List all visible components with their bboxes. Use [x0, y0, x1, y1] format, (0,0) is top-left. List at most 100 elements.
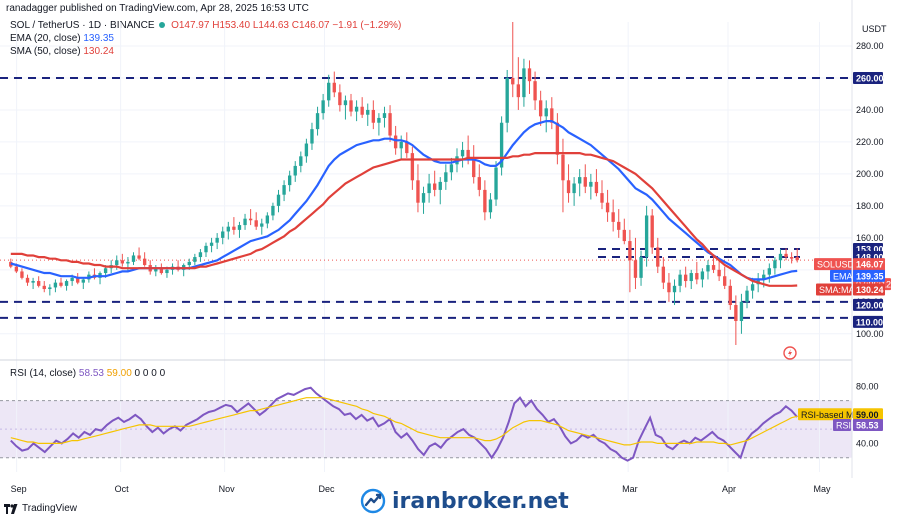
tag-ema-value: 139.35 — [856, 271, 884, 281]
candle-body — [550, 108, 554, 123]
candle-body — [672, 285, 677, 293]
rsi-ma-legend-value: 59.00 — [106, 368, 132, 379]
candle-body — [750, 284, 755, 291]
candle-body — [433, 183, 437, 190]
candle-body — [555, 122, 560, 155]
candle-body — [142, 258, 147, 266]
candle-body — [198, 252, 203, 258]
candle-body — [193, 257, 197, 262]
axis-layer: 100.00120.00140.00160.00180.00200.00220.… — [11, 41, 884, 494]
candle-body — [789, 257, 794, 259]
candle-body — [304, 143, 309, 157]
tag-rsi-ma-value-bg — [853, 408, 883, 421]
candle-body — [661, 266, 666, 283]
watermark-logo-icon — [360, 488, 386, 514]
candle-body — [343, 100, 348, 106]
ohlc-change: −1.91 (−1.29%) — [332, 20, 402, 31]
rsi-ma-line — [10, 397, 798, 446]
watermark: iranbroker.net — [360, 488, 569, 514]
candle-body — [410, 153, 415, 181]
tag-sma-value-bg — [853, 283, 885, 296]
candle-body — [360, 106, 364, 115]
candle-body — [527, 68, 532, 82]
candle-body — [154, 268, 158, 272]
candle-body — [773, 260, 777, 269]
candle-body — [767, 268, 771, 275]
candle-body — [131, 255, 136, 262]
time-tick-label: Mar — [622, 484, 638, 494]
tag-rsi-ma-name-bg — [798, 408, 852, 421]
candle-body — [388, 113, 392, 136]
candle-body — [572, 183, 576, 194]
time-tick-label: Oct — [115, 484, 130, 494]
rsi-legend[interactable]: RSI (14, close) 58.53 59.00 0 0 0 0 — [10, 368, 165, 379]
tag-layer: 260.00153.00148.00SOLUSDT146.07-0.48%07:… — [798, 71, 891, 431]
candle-body — [299, 156, 303, 166]
candle-body — [745, 290, 749, 302]
candle-body — [605, 202, 610, 213]
tag-260: 260.00 — [856, 73, 884, 83]
rsi-layer — [10, 386, 798, 462]
candle-body — [589, 181, 593, 187]
candle-body — [53, 282, 58, 288]
candle-body — [271, 205, 275, 216]
candle-body — [187, 261, 191, 266]
watermark-label: iranbroker.net — [392, 488, 569, 514]
sma-legend[interactable]: SMA (50, close) 130.24 — [10, 46, 114, 57]
candle-body — [287, 175, 292, 186]
tag-110: 110.00 — [856, 317, 883, 327]
candle-body — [611, 212, 615, 222]
candle-body — [25, 277, 30, 283]
candle-body — [310, 129, 314, 144]
ema-legend[interactable]: EMA (20, close) 139.35 — [10, 33, 114, 44]
candle-body — [723, 276, 727, 286]
candle-body — [762, 274, 766, 280]
candle-body — [14, 266, 19, 272]
symbol-legend[interactable]: SOL / TetherUS · 1D · BINANCE O147.97 H1… — [10, 20, 401, 31]
ohlc-low: L144.63 — [252, 20, 289, 31]
candle-body — [499, 122, 504, 168]
candle-body — [449, 164, 454, 173]
candle-body — [31, 281, 35, 283]
candle-body — [706, 265, 710, 272]
candle-body — [338, 92, 342, 106]
candle-body — [622, 229, 626, 242]
candle-body — [103, 268, 108, 274]
price-tick-label: 200.00 — [856, 169, 884, 179]
currency-label: USDT — [862, 24, 887, 34]
tag-last-price-bg — [853, 258, 885, 271]
candle-body — [366, 109, 370, 115]
candle-body — [700, 271, 705, 280]
footer-brand[interactable]: TradingView — [4, 503, 77, 514]
tag-sma-value: 130.24 — [856, 285, 884, 295]
candle-body — [221, 231, 225, 238]
level-layer — [0, 76, 852, 319]
candle-body — [516, 84, 521, 98]
tradingview-logo-icon — [4, 503, 18, 514]
tag-rsi-ma-name: RSI-based MA — [801, 410, 860, 420]
tag-last-price: 146.07 — [856, 260, 884, 270]
candle-body — [321, 100, 325, 114]
candle-body — [393, 135, 398, 149]
candle-body — [315, 113, 320, 130]
rsi-tick-label: 40.00 — [856, 438, 879, 448]
candle-body — [594, 181, 599, 194]
candle-body — [633, 260, 638, 278]
candle-body — [159, 268, 164, 274]
candle-body — [778, 253, 783, 261]
candle-body — [667, 282, 671, 293]
tag-153: 153.00 — [856, 245, 884, 255]
candle-body — [538, 100, 543, 117]
candle-body — [276, 194, 281, 206]
candle-body — [472, 159, 476, 178]
candle-body — [583, 177, 587, 187]
candle-body — [711, 265, 716, 270]
candle-body — [371, 109, 375, 123]
flash-icon[interactable] — [783, 346, 797, 360]
candle-body — [416, 180, 420, 203]
candle-body — [438, 181, 442, 190]
ohlc-close: C146.07 — [291, 20, 330, 31]
candle-body — [466, 149, 470, 160]
